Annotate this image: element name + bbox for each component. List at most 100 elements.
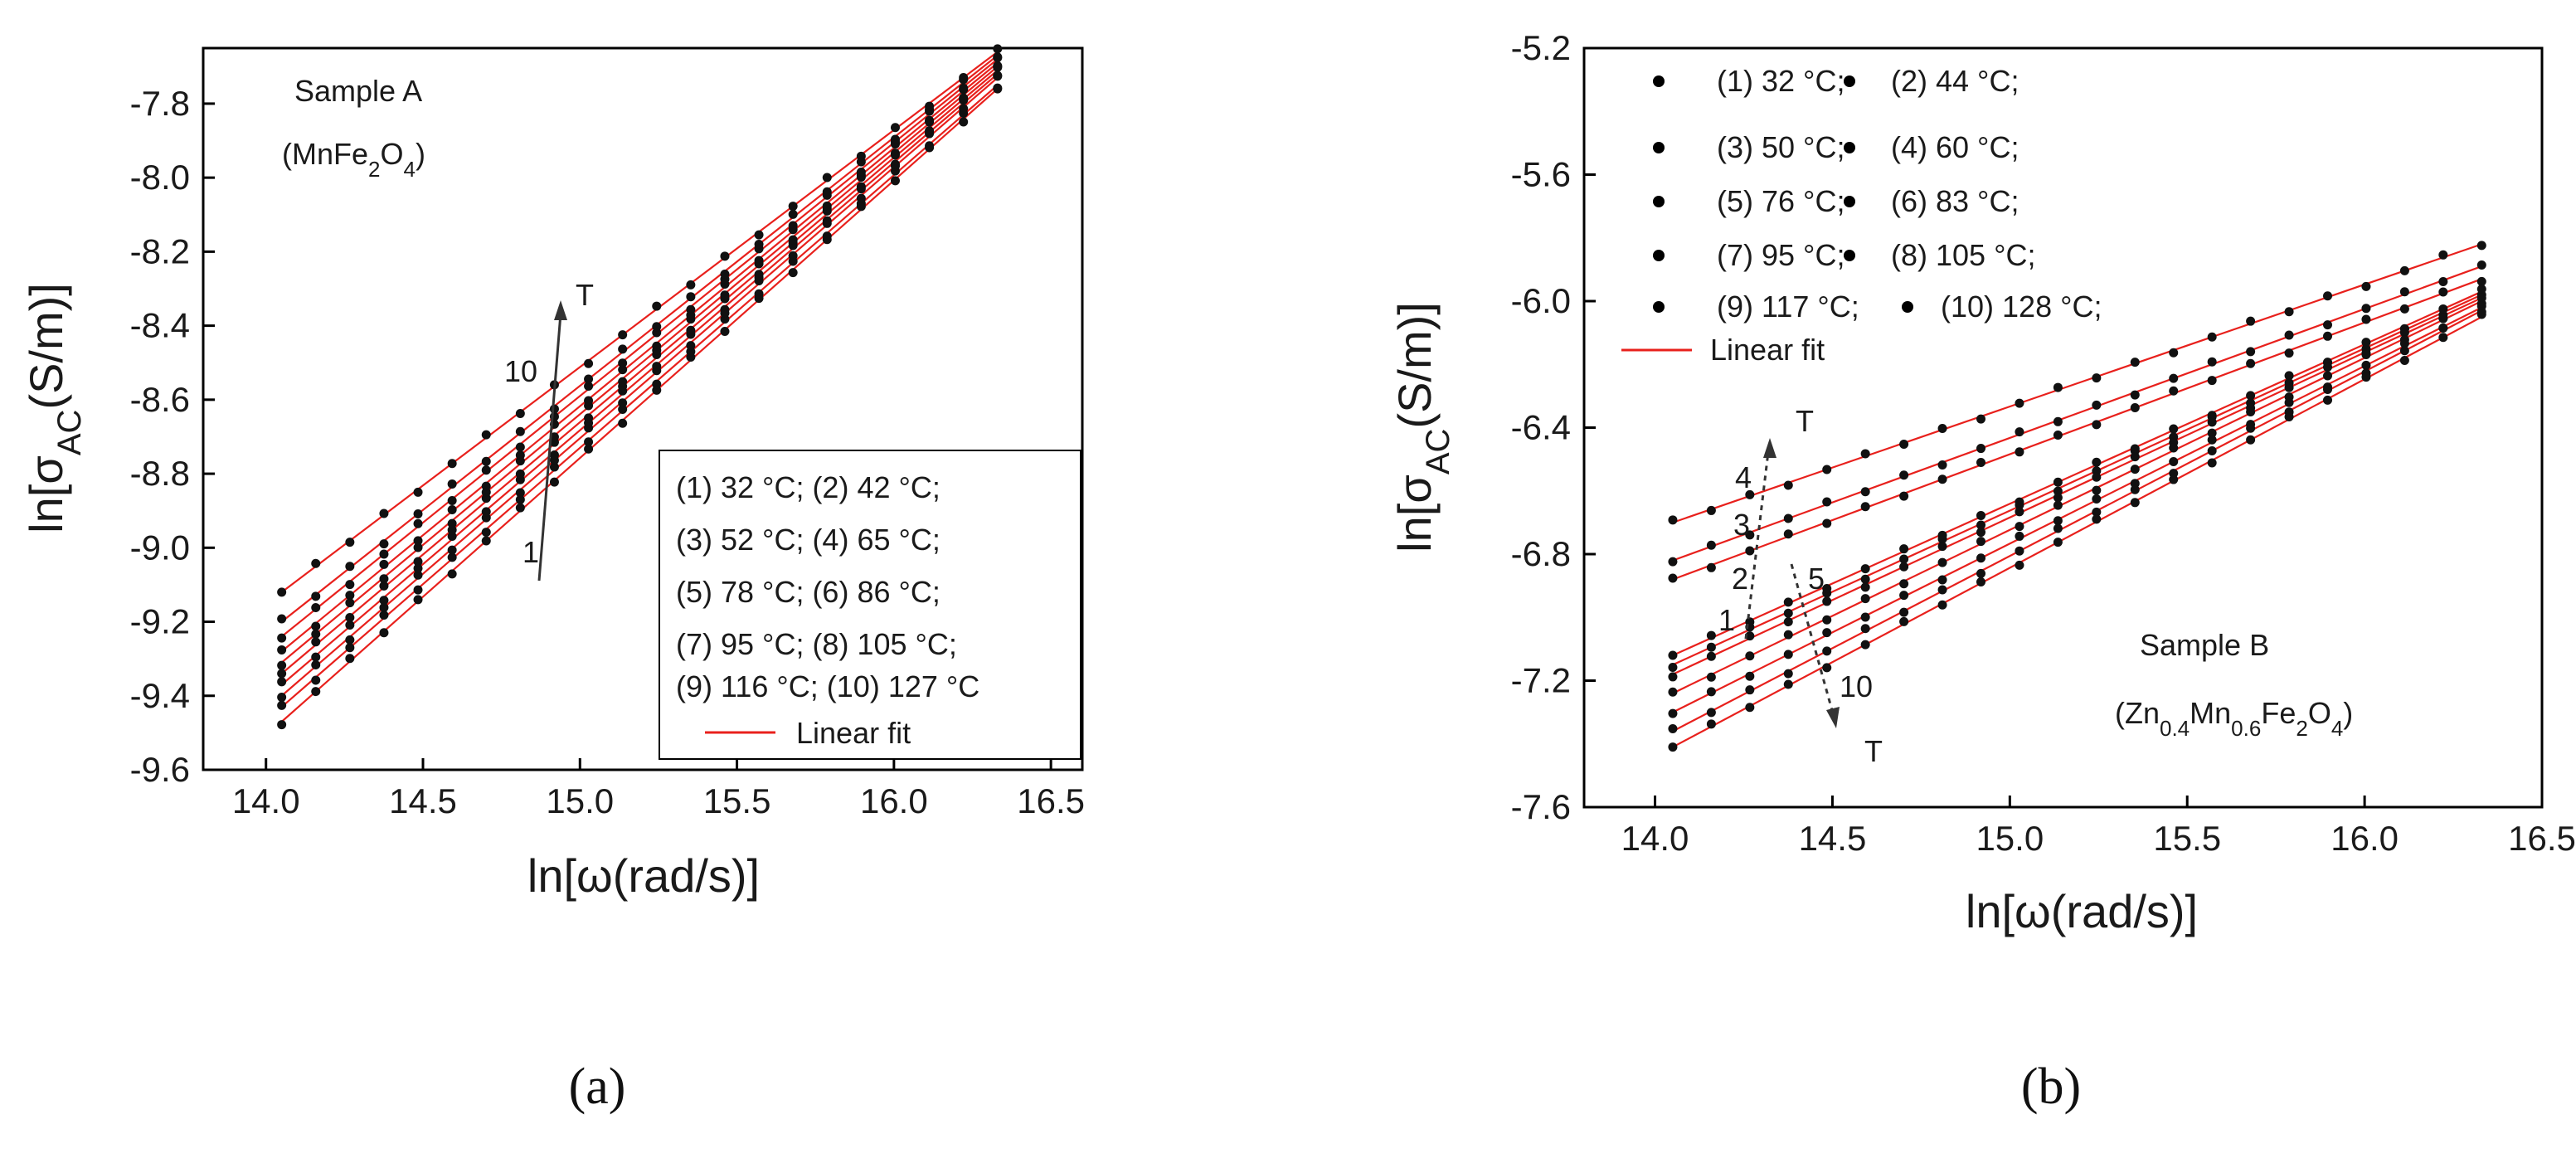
- data-point-series-2: [993, 84, 1002, 93]
- data-point-series-10: [1745, 703, 1754, 712]
- data-point-series-3: [2361, 304, 2370, 313]
- data-point-series-2: [2361, 315, 2370, 324]
- data-point-series-5: [857, 182, 866, 192]
- data-point-series-9: [891, 135, 900, 144]
- data-point-series-9: [2438, 324, 2447, 333]
- data-point-series-3: [2246, 347, 2255, 356]
- data-point-series-10: [277, 587, 286, 596]
- data-point-series-9: [1668, 724, 1677, 733]
- data-point-series-9: [1938, 585, 1947, 594]
- panel-b-series-label-5: 5: [1808, 562, 1825, 596]
- data-point-series-5: [2169, 425, 2178, 434]
- data-point-series-8: [1784, 650, 1793, 659]
- data-point-series-5: [2015, 498, 2024, 507]
- panel-b-series-label-10: 10: [1840, 669, 1873, 703]
- data-point-series-8: [1938, 576, 1947, 585]
- data-point-series-3: [2208, 358, 2217, 367]
- y-tick-label: -7.6: [1511, 787, 1571, 826]
- panel-a-y-axis-title: ln[σAC(S/m)]: [20, 283, 88, 533]
- data-point-series-7: [1745, 651, 1754, 660]
- data-point-series-3: [1707, 541, 1716, 550]
- data-point-series-10: [891, 123, 900, 132]
- data-point-series-7: [1707, 673, 1716, 682]
- data-point-series-9: [379, 539, 388, 548]
- data-point-series-8: [857, 168, 866, 177]
- data-point-series-8: [2208, 436, 2217, 445]
- data-point-series-3: [2054, 417, 2063, 426]
- data-point-series-8: [482, 465, 491, 474]
- data-point-series-3: [2400, 287, 2409, 296]
- data-point-series-7: [925, 116, 934, 125]
- data-point-series-1: [789, 268, 798, 277]
- y-tick-label: -7.2: [1511, 661, 1571, 700]
- data-point-series-9: [311, 591, 320, 601]
- data-point-series-2: [1707, 563, 1716, 572]
- data-point-series-4: [652, 362, 661, 371]
- data-point-series-9: [2400, 346, 2409, 355]
- data-point-series-9: [1976, 569, 1985, 578]
- y-tick-label: -5.2: [1511, 28, 1571, 67]
- data-point-series-4: [1822, 465, 1831, 474]
- data-point-series-9: [584, 374, 593, 383]
- data-point-series-8: [1745, 672, 1754, 681]
- y-tick-label: -8.4: [130, 306, 190, 345]
- data-point-series-8: [1707, 687, 1716, 696]
- data-point-series-6: [277, 661, 286, 670]
- data-point-series-6: [2323, 363, 2332, 372]
- x-tick-label: 14.5: [389, 781, 457, 820]
- data-point-series-6: [2092, 473, 2101, 482]
- data-point-series-9: [618, 344, 627, 353]
- data-point-series-5: [345, 613, 354, 622]
- data-point-series-10: [2131, 498, 2140, 507]
- data-point-series-7: [311, 622, 320, 631]
- data-point-series-1: [1668, 663, 1677, 672]
- data-point-series-5: [925, 126, 934, 135]
- data-point-series-9: [2246, 424, 2255, 433]
- data-point-series-2: [311, 676, 320, 685]
- panel-b-legend-entry: (9) 117 °C;: [1717, 290, 1859, 324]
- data-point-series-8: [686, 305, 695, 314]
- data-point-series-5: [1938, 531, 1947, 540]
- data-point-series-3: [1861, 487, 1870, 496]
- y-tick-label: -6.4: [1511, 408, 1571, 447]
- panel-b-legend-entry: (5) 76 °C;: [1717, 184, 1845, 218]
- data-point-series-2: [277, 701, 286, 710]
- data-point-series-3: [448, 546, 457, 555]
- data-point-series-2: [755, 290, 764, 299]
- data-point-series-6: [2208, 417, 2217, 426]
- data-point-series-8: [1822, 628, 1831, 637]
- data-point-series-3: [857, 194, 866, 203]
- data-point-series-10: [311, 559, 320, 568]
- panel-b-legend-fit-label: Linear fit: [1710, 333, 1825, 367]
- panel-b-series-label-4: 4: [1735, 460, 1752, 494]
- data-point-series-3: [277, 693, 286, 702]
- data-point-series-9: [823, 187, 832, 197]
- x-tick-label: 14.0: [1621, 819, 1689, 858]
- panel-b-y-axis-title: ln[σAC(S/m)]: [1388, 302, 1456, 552]
- data-point-series-3: [2438, 277, 2447, 286]
- x-tick-label: 16.0: [860, 781, 928, 820]
- data-point-series-1: [1707, 643, 1716, 652]
- data-point-series-5: [2438, 304, 2447, 314]
- data-point-series-2: [1668, 573, 1677, 582]
- data-point-series-10: [516, 409, 525, 418]
- data-point-series-7: [1938, 558, 1947, 567]
- data-point-series-9: [1861, 624, 1870, 633]
- data-point-series-4: [1861, 449, 1870, 458]
- data-point-series-9: [720, 270, 729, 279]
- panel-b-arrow-up-label-t: T: [1796, 404, 1814, 438]
- data-point-series-2: [2208, 376, 2217, 385]
- data-point-series-4: [1707, 506, 1716, 515]
- panel-a-legend-entry: (3) 52 °C; (4) 65 °C;: [676, 523, 940, 557]
- data-point-series-2: [1899, 492, 1908, 501]
- data-point-series-6: [1822, 596, 1831, 606]
- data-point-series-3: [2015, 427, 2024, 436]
- data-point-series-2: [1938, 474, 1947, 484]
- panel-a-legend: (1) 32 °C; (2) 42 °C; (3) 52 °C; (4) 65 …: [659, 450, 1081, 759]
- data-point-series-2: [2092, 420, 2101, 429]
- data-point-series-4: [2054, 383, 2063, 392]
- panel-b-legend-entry: (4) 60 °C;: [1891, 130, 2019, 164]
- data-point-series-6: [2131, 452, 2140, 461]
- data-point-series-4: [2323, 291, 2332, 300]
- data-point-series-2: [1976, 458, 1985, 467]
